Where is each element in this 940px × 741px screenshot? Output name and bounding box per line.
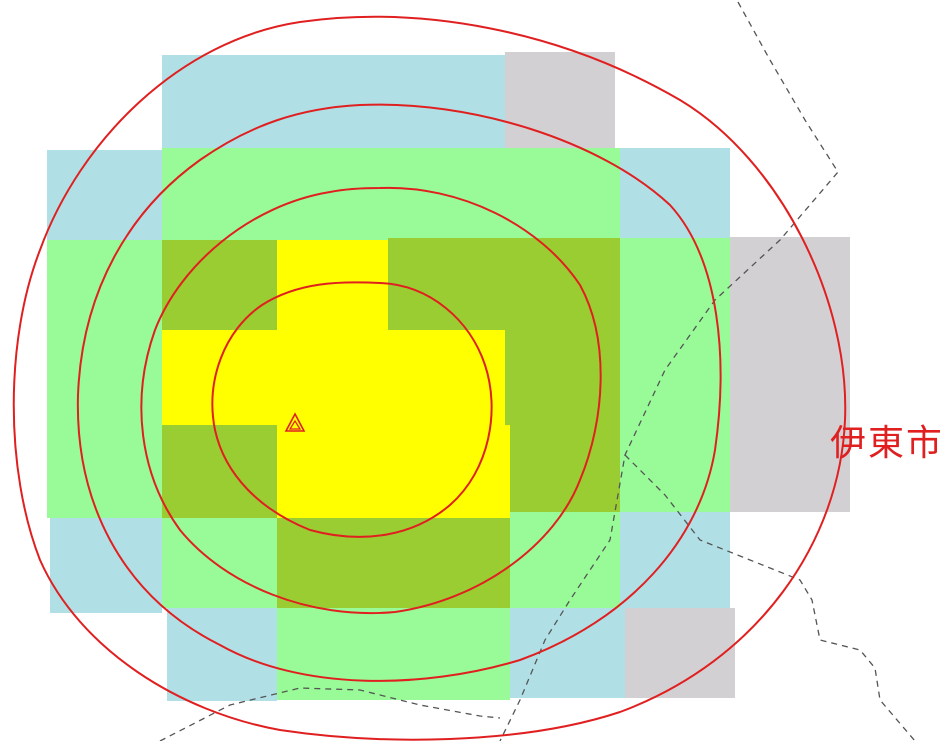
grid-cell [620, 148, 730, 238]
city-label[interactable]: 伊東市 [830, 423, 940, 464]
grid-cell [162, 518, 277, 608]
contour-line [76, 103, 722, 682]
contour-line [211, 281, 493, 538]
contour-line [140, 186, 602, 615]
grid-cell [162, 55, 505, 148]
grid-cell [162, 425, 277, 518]
grid-cell [620, 238, 730, 512]
grid-cell [47, 150, 162, 240]
grid-cell [620, 512, 730, 608]
contour-line [12, 15, 847, 741]
administrative-boundaries [159, 1, 916, 741]
grid-cell [162, 330, 505, 425]
grid-cell [505, 52, 615, 148]
grid-cell [388, 238, 620, 330]
grid-cell [510, 512, 620, 608]
grid-cell [277, 240, 388, 332]
warning-triangle-icon[interactable] [284, 412, 306, 432]
contour-lines [12, 15, 847, 741]
intensity-level-5-cells [505, 52, 850, 698]
grid-cell [730, 237, 850, 512]
intensity-level-1-cells [162, 240, 510, 518]
grid-cell [510, 608, 625, 698]
grid-cell [162, 148, 620, 240]
boundary-line [499, 1, 839, 741]
grid-cell [162, 240, 277, 332]
boundary-line [624, 454, 916, 741]
grid-cell [47, 240, 162, 518]
grid-cell [505, 330, 620, 512]
grid-cell [277, 608, 510, 700]
boundary-line [159, 687, 501, 741]
grid-cell [277, 425, 510, 518]
